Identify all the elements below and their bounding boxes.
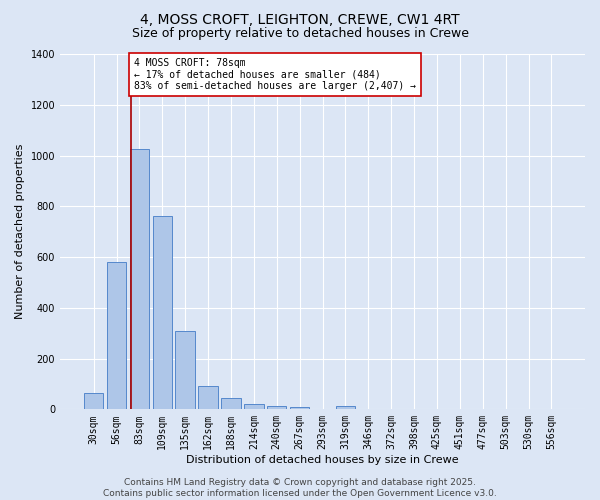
X-axis label: Distribution of detached houses by size in Crewe: Distribution of detached houses by size … [186,455,459,465]
Bar [130,149,149,409]
Text: Size of property relative to detached houses in Crewe: Size of property relative to detached ho… [131,28,469,40]
Text: Contains HM Land Registry data © Crown copyright and database right 2025.
Contai: Contains HM Land Registry data © Crown c… [103,478,497,498]
Bar [84,393,103,409]
Bar [107,262,126,410]
Bar [267,406,286,409]
Y-axis label: Number of detached properties: Number of detached properties [15,144,25,320]
Bar [335,406,355,410]
Bar [152,216,172,410]
Text: 4 MOSS CROFT: 78sqm
← 17% of detached houses are smaller (484)
83% of semi-detac: 4 MOSS CROFT: 78sqm ← 17% of detached ho… [134,58,416,91]
Bar [175,330,195,409]
Bar [244,404,263,409]
Bar [221,398,241,409]
Bar [290,408,310,410]
Bar [199,386,218,409]
Text: 4, MOSS CROFT, LEIGHTON, CREWE, CW1 4RT: 4, MOSS CROFT, LEIGHTON, CREWE, CW1 4RT [140,12,460,26]
